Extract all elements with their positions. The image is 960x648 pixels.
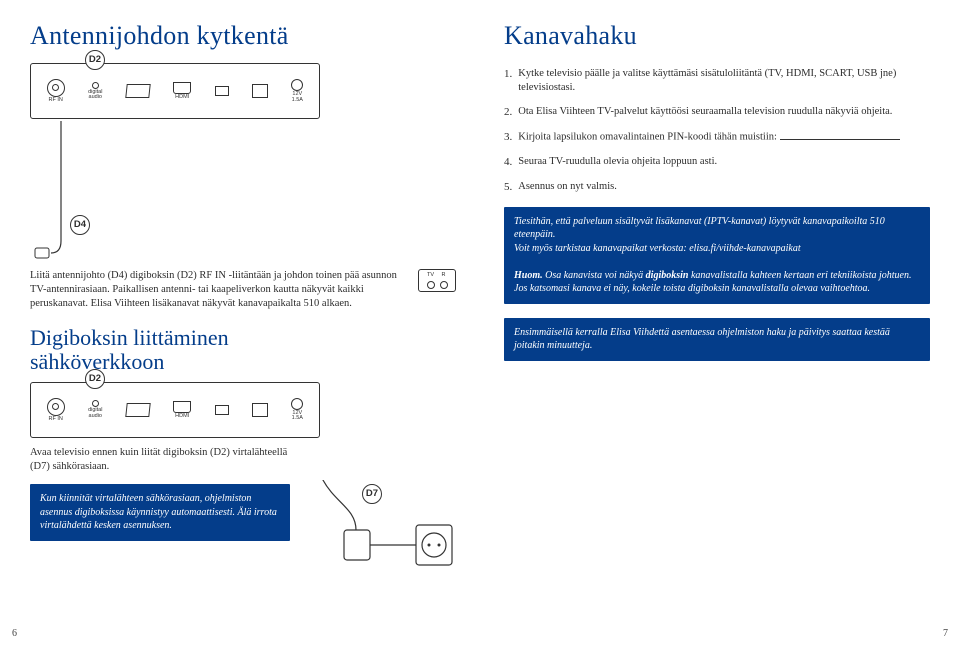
device-back-panel: D2 RF IN digital audio HDMI [30,63,320,119]
right-page: Kanavahaku 1. Kytke televisio päälle ja … [480,0,960,648]
callout-first-install: Ensimmäisellä kerralla Elisa Viihdettä a… [504,318,930,361]
antenna-instruction-text: Liitä antennijohto (D4) digiboksin (D2) … [30,269,408,312]
badge-d2: D2 [85,50,105,70]
port-eth [252,84,268,98]
left-page: Antennijohdon kytkentä D2 RF IN digital … [0,0,480,648]
port-digital-audio: digital audio [88,82,102,101]
port-dc: 12V 1.5A [291,79,303,103]
power-instruction-text: Avaa televisio ennen kuin liität digibok… [30,446,290,474]
port-scart [126,84,150,99]
port-usb [215,86,229,96]
step-5: 5. Asennus on nyt valmis. [504,180,930,195]
badge-d4: D4 [70,215,90,235]
heading-power-connection: Digiboksin liittäminen sähköverkkoon [30,326,456,374]
callout-power-warning: Kun kiinnität virtalähteen sähkörasiaan,… [30,484,290,541]
heading-antenna-connection: Antennijohdon kytkentä [30,18,456,53]
port-rf-in: RF IN [47,79,65,104]
wall-socket-tv-r: TV R [418,269,456,291]
power-wiring-diagram: D7 [306,480,456,590]
step-3: 3. Kirjoita lapsilukon omavalintainen PI… [504,130,930,145]
page-number-left: 6 [12,627,17,641]
step-1: 1. Kytke televisio päälle ja valitse käy… [504,67,930,95]
device-back-panel-2: D2 RF IN digital audio HDMI 12V 1.5A [30,382,320,438]
pin-write-line [780,130,900,139]
badge-d2-second: D2 [85,369,105,389]
callout-iptv-channels: Tiesithän, että palveluun sisältyvät lis… [504,207,930,304]
step-2: 2. Ota Elisa Viihteen TV-palvelut käyttö… [504,105,930,120]
antenna-cable-diagram: D4 [30,121,330,261]
page-number-right: 7 [943,627,948,641]
port-hdmi: HDMI [173,82,191,101]
heading-channel-search: Kanavahaku [504,18,930,53]
step-4: 4. Seuraa TV-ruudulla olevia ohjeita lop… [504,155,930,170]
